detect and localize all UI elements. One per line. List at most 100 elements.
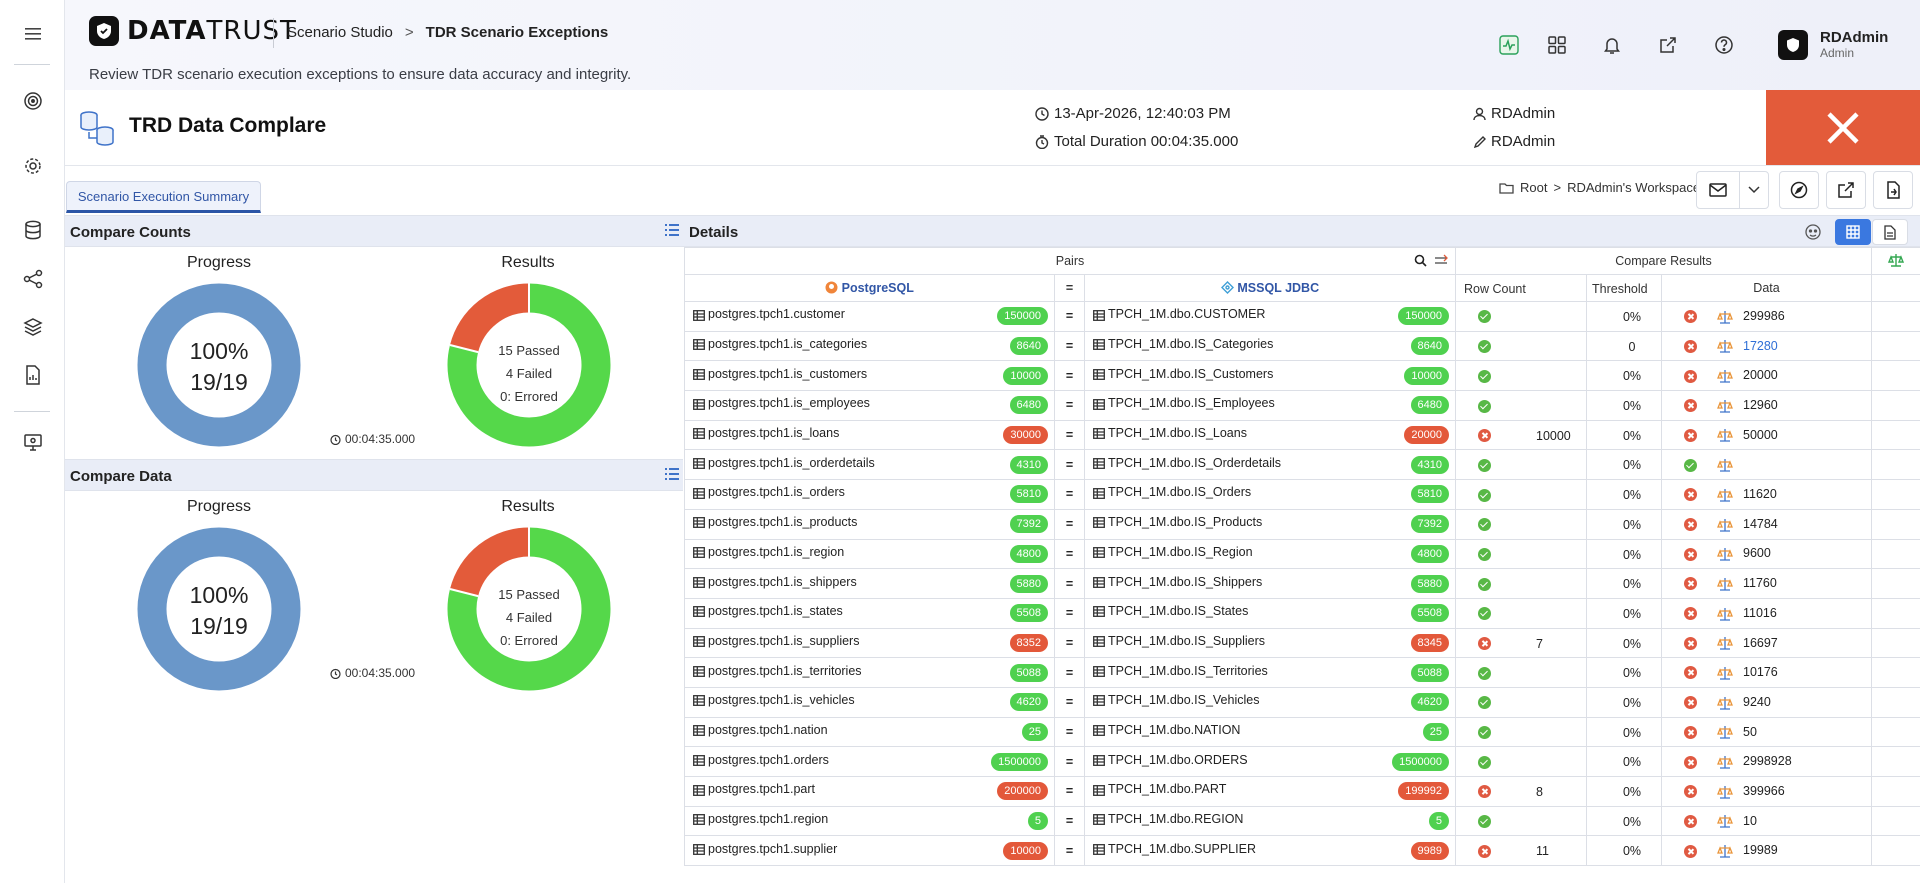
grid-view-button[interactable] [1835, 219, 1871, 245]
target-cell[interactable]: TPCH_1M.dbo.NATION 25 [1084, 716, 1456, 748]
row-count-cell[interactable]: 0% [1455, 597, 1662, 629]
open-external-button[interactable] [1826, 171, 1866, 209]
table-row[interactable]: postgres.tpch1.is_categories 8640 = TPCH_1M… [684, 330, 1920, 362]
data-cell[interactable]: 50000 [1660, 419, 1873, 451]
target-cell[interactable]: TPCH_1M.dbo.IS_Orderdetails 4310 [1084, 449, 1456, 481]
row-count-cell[interactable]: 0% [1455, 508, 1662, 540]
data-cell[interactable]: 12960 [1660, 390, 1873, 421]
source-cell[interactable]: postgres.tpch1.is_shippers 5880 [684, 568, 1055, 599]
help-icon[interactable] [1711, 32, 1737, 58]
target-cell[interactable]: TPCH_1M.dbo.IS_States 5508 [1084, 597, 1456, 629]
bell-icon[interactable] [1599, 32, 1625, 58]
table-row[interactable]: postgres.tpch1.nation 25 = TPCH_1M.dbo.NATI… [684, 716, 1920, 748]
breadcrumb-root[interactable]: Scenario Studio [287, 24, 393, 41]
target-cell[interactable]: TPCH_1M.dbo.IS_Customers 10000 [1084, 360, 1456, 392]
source-cell[interactable]: postgres.tpch1.orders 1500000 [684, 746, 1055, 777]
table-row[interactable]: postgres.tpch1.is_loans 30000 = TPCH_1M.dbo… [684, 419, 1920, 451]
table-row[interactable]: postgres.tpch1.orders 1500000 = TPCH_1M.dbo… [684, 746, 1920, 777]
email-button[interactable] [1696, 171, 1740, 209]
table-row[interactable]: postgres.tpch1.region 5 = TPCH_1M.dbo.REGIO… [684, 805, 1920, 837]
row-count-cell[interactable]: 0% [1455, 657, 1662, 688]
table-row[interactable]: postgres.tpch1.is_orders 5810 = TPCH_1M.dbo… [684, 479, 1920, 510]
data-cell[interactable]: 20000 [1660, 360, 1873, 392]
target-cell[interactable]: TPCH_1M.dbo.CUSTOMER 150000 [1084, 301, 1456, 332]
table-row[interactable]: postgres.tpch1.is_employees 6480 = TPCH_1M.… [684, 390, 1920, 421]
target-cell[interactable]: TPCH_1M.dbo.IS_Territories 5088 [1084, 657, 1456, 688]
target-cell[interactable]: TPCH_1M.dbo.IS_Vehicles 4620 [1084, 686, 1456, 718]
source-cell[interactable]: postgres.tpch1.is_vehicles 4620 [684, 686, 1055, 718]
target-cell[interactable]: TPCH_1M.dbo.IS_Loans 20000 [1084, 419, 1456, 451]
table-row[interactable]: postgres.tpch1.is_products 7392 = TPCH_1M.d… [684, 508, 1920, 540]
data-cell[interactable]: 50 [1660, 716, 1873, 748]
workspace-breadcrumb[interactable]: Root > RDAdmin's Workspace [1499, 180, 1700, 195]
row-count-cell[interactable]: 0% [1455, 301, 1662, 332]
document-view-button[interactable] [1872, 219, 1908, 245]
source-cell[interactable]: postgres.tpch1.customer 150000 [684, 301, 1055, 332]
row-count-cell[interactable]: 0% [1455, 390, 1662, 421]
table-row[interactable]: postgres.tpch1.supplier 10000 = TPCH_1M.dbo… [684, 835, 1920, 867]
data-cell[interactable]: 10 [1660, 805, 1873, 837]
source-cell[interactable]: postgres.tpch1.is_customers 10000 [684, 360, 1055, 392]
data-cell[interactable]: 11760 [1660, 568, 1873, 599]
activity-icon[interactable] [1496, 32, 1522, 58]
source-cell[interactable]: postgres.tpch1.region 5 [684, 805, 1055, 837]
source-cell[interactable]: postgres.tpch1.part 200000 [684, 776, 1055, 807]
user-menu[interactable]: RDAdmin Admin [1778, 29, 1888, 60]
table-row[interactable]: postgres.tpch1.is_region 4800 = TPCH_1M.dbo… [684, 538, 1920, 570]
target-cell[interactable]: TPCH_1M.dbo.IS_Employees 6480 [1084, 390, 1456, 421]
row-count-cell[interactable]: 0% [1455, 449, 1662, 481]
data-cell[interactable]: 17280 [1660, 330, 1873, 362]
email-dropdown-button[interactable] [1739, 171, 1769, 209]
ai-icon[interactable] [1795, 219, 1831, 245]
source-cell[interactable]: postgres.tpch1.is_categories 8640 [684, 330, 1055, 362]
table-row[interactable]: postgres.tpch1.is_territories 5088 = TPCH_1… [684, 657, 1920, 688]
row-count-cell[interactable]: 0 [1455, 330, 1662, 362]
target-cell[interactable]: TPCH_1M.dbo.PART 199992 [1084, 776, 1456, 807]
data-cell[interactable]: 14784 [1660, 508, 1873, 540]
row-count-cell[interactable]: 8 0% [1455, 776, 1662, 807]
row-count-cell[interactable]: 0% [1455, 716, 1662, 748]
source-cell[interactable]: postgres.tpch1.is_suppliers 8352 [684, 627, 1055, 659]
close-button[interactable] [1766, 90, 1920, 165]
row-count-cell[interactable]: 0% [1455, 686, 1662, 718]
target-cell[interactable]: TPCH_1M.dbo.IS_Products 7392 [1084, 508, 1456, 540]
table-row[interactable]: postgres.tpch1.is_vehicles 4620 = TPCH_1M.d… [684, 686, 1920, 718]
compare-toggle-icon[interactable] [1433, 254, 1449, 270]
target-cell[interactable]: TPCH_1M.dbo.SUPPLIER 9989 [1084, 835, 1456, 867]
scale-filter-icon[interactable] [1871, 247, 1920, 275]
row-count-cell[interactable]: 0% [1455, 360, 1662, 392]
table-row[interactable]: postgres.tpch1.customer 150000 = TPCH_1M.db… [684, 301, 1920, 332]
source-cell[interactable]: postgres.tpch1.is_territories 5088 [684, 657, 1055, 688]
source-cell[interactable]: postgres.tpch1.is_orders 5810 [684, 479, 1055, 510]
workflow-icon[interactable] [19, 265, 47, 293]
source-cell[interactable]: postgres.tpch1.is_orderdetails 4310 [684, 449, 1055, 481]
target-cell[interactable]: TPCH_1M.dbo.IS_Orders 5810 [1084, 479, 1456, 510]
table-row[interactable]: postgres.tpch1.part 200000 = TPCH_1M.dbo.PA… [684, 776, 1920, 807]
row-count-cell[interactable]: 11 0% [1455, 835, 1662, 867]
data-cell[interactable]: 19989 [1660, 835, 1873, 867]
list-icon[interactable] [665, 224, 679, 239]
data-cell[interactable]: 399966 [1660, 776, 1873, 807]
table-row[interactable]: postgres.tpch1.is_suppliers 8352 = TPCH_1M.… [684, 627, 1920, 659]
data-cell[interactable]: 11016 [1660, 597, 1873, 629]
row-count-cell[interactable]: 0% [1455, 746, 1662, 777]
source-cell[interactable]: postgres.tpch1.is_loans 30000 [684, 419, 1055, 451]
external-link-icon[interactable] [1655, 32, 1681, 58]
table-row[interactable]: postgres.tpch1.is_orderdetails 4310 = TPCH_… [684, 449, 1920, 481]
layers-icon[interactable] [19, 313, 47, 341]
data-cell[interactable]: 9240 [1660, 686, 1873, 718]
table-row[interactable]: postgres.tpch1.is_customers 10000 = TPCH_1M… [684, 360, 1920, 392]
row-count-cell[interactable]: 10000 0% [1455, 419, 1662, 451]
target-cell[interactable]: TPCH_1M.dbo.IS_Categories 8640 [1084, 330, 1456, 362]
data-cell[interactable]: 16697 [1660, 627, 1873, 659]
target-cell[interactable]: TPCH_1M.dbo.REGION 5 [1084, 805, 1456, 837]
brand-logo[interactable]: DATATRUST [89, 16, 297, 46]
data-cell[interactable] [1660, 449, 1873, 481]
data-cell[interactable]: 11620 [1660, 479, 1873, 510]
source-cell[interactable]: postgres.tpch1.nation 25 [684, 716, 1055, 748]
target-cell[interactable]: TPCH_1M.dbo.IS_Shippers 5880 [1084, 568, 1456, 599]
row-count-cell[interactable]: 7 0% [1455, 627, 1662, 659]
row-count-cell[interactable]: 0% [1455, 479, 1662, 510]
explore-button[interactable] [1779, 171, 1819, 209]
target-cell[interactable]: TPCH_1M.dbo.IS_Region 4800 [1084, 538, 1456, 570]
